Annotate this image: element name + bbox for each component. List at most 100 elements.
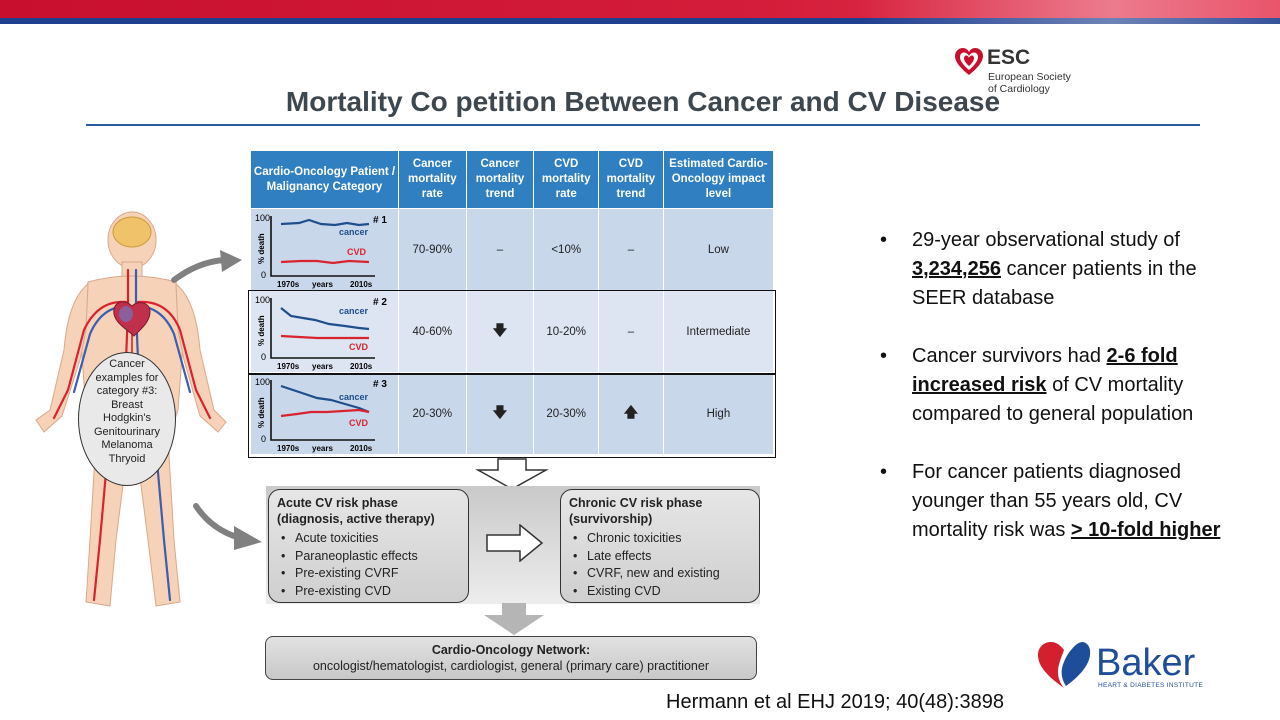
acute-phase-box: Acute CV risk phase (diagnosis, active t… [268,489,469,603]
list-item: Paraneoplastic effects [277,548,460,566]
bullet-item: • 29-year observational study of 3,234,2… [880,226,1240,313]
baker-logo-name: Baker [1096,642,1196,684]
mini-category-label: # 1 [373,215,387,226]
bullet-dot-icon: • [880,345,888,367]
esc-heart-icon [955,48,983,75]
category-chart-cell: 100 0 % death cancer CVD # 3 1970s years… [250,372,399,455]
list-item: Pre-existing CVD [277,583,460,601]
arrow-down-icon: 🡇 [492,403,508,420]
list-item: CVRF, new and existing [569,565,751,583]
category-chart-cell: 100 0 % death cancer CVD # 2 1970s years… [250,290,399,373]
cancer-examples-line1: Cancer [109,358,145,370]
mini-cancer-label: cancer [339,306,369,316]
mini-y-label: % death [257,233,266,264]
mini-y-label: % death [257,315,266,346]
header-impact: Estimated Cardio-Oncology impact level [662,150,775,209]
header-cvd-rate: CVD mortality rate [533,150,600,209]
cancer-examples-line3: category #3: [96,385,158,397]
bullet-text: 29-year observational study of [912,229,1180,251]
cancer-example-item: Thryoid [108,452,146,465]
right-arrow-outline-icon [486,524,544,562]
chronic-phase-box: Chronic CV risk phase (survivorship) Chr… [560,489,760,603]
bullet-text: of CV mortality compared to general popu… [912,374,1194,425]
mini-category-label: # 2 [373,297,387,308]
list-item: Pre-existing CVRF [277,565,460,583]
network-title: Cardio-Oncology Network: [431,643,591,657]
header-cvd-trend: CVD mortality trend [598,150,664,209]
baker-logo-subtitle: HEART & DIABETES INSTITUTE [1098,682,1204,689]
mini-cvd-label: CVD [349,342,369,352]
title-rule [86,124,1200,126]
mini-cvd-label: CVD [347,247,367,257]
mini-cvd-label: CVD [349,418,369,428]
curved-arrow-upper-icon [171,250,242,283]
acute-phase-title-line2: (diagnosis, active therapy) [277,512,435,526]
cell-cancer-rate: 70-90% [398,208,467,291]
esc-logo-name: ESC [987,46,1031,69]
mini-x-start: 1970s [277,280,300,289]
citation: Hermann et al EHJ 2019; 40(48):3898 [666,691,1004,713]
cancer-example-item: Genitourinary [93,425,161,438]
cell-impact: Intermediate [662,290,775,373]
cell-cancer-rate: 20-30% [398,372,467,455]
acute-phase-title-line1: Acute CV risk phase [277,496,398,510]
cell-impact: Low [662,208,775,291]
slide-title: Mortality Co petition Between Cancer and… [285,86,1001,117]
cell-cancer-rate: 40-60% [398,290,467,373]
top-banner [0,0,1280,22]
mini-x-start: 1970s [277,362,300,371]
cancer-example-item: Melanoma [101,439,153,451]
bullet-emphasis: 3,234,256 [912,258,1001,280]
category-chart-cell: 100 0 % death cancer CVD # 1 1970s years… [250,208,399,291]
cell-cvd-rate: 10-20% [533,290,600,373]
bullet-item: • Cancer survivors had 2-6 fold increase… [880,342,1240,429]
mini-y-label: % death [257,397,266,428]
arrow-down-icon: 🡇 [492,321,508,338]
cell-cancer-trend: 🡇 [465,290,535,373]
table-row: 100 0 % death cancer CVD # 1 1970s years… [250,208,775,291]
acute-phase-list: Acute toxicities Paraneoplastic effects … [277,530,460,600]
mini-cancer-label: cancer [339,227,369,237]
mini-y-bottom: 0 [261,352,266,362]
mini-chart-1: 100 0 % death cancer CVD # 1 1970s years… [255,213,387,289]
chronic-phase-title-line2: (survivorship) [569,512,653,526]
table-row: 100 0 % death cancer CVD # 2 1970s years… [250,290,775,373]
esc-logo-subtitle: European Society of Cardiology [988,71,1088,95]
mini-y-top: 100 [255,213,270,223]
mini-x-start: 1970s [277,444,300,453]
header-cancer-trend: Cancer mortality trend [465,150,535,209]
mini-y-top: 100 [255,295,270,305]
header-cancer-rate: Cancer mortality rate [398,150,467,209]
bullet-text: For cancer patients diagnosed younger th… [912,461,1183,541]
mini-chart-2: 100 0 % death cancer CVD # 2 1970s years… [255,295,387,371]
mini-x-end: 2010s [350,280,373,289]
mini-x-end: 2010s [350,444,373,453]
baker-logo: Baker HEART & DIABETES INSTITUTE [1036,640,1206,696]
top-banner-decoration [860,0,1280,24]
bullet-item: • For cancer patients diagnosed younger … [880,458,1240,545]
esc-logo-line1: European Society [988,71,1071,83]
key-findings-list: • 29-year observational study of 3,234,2… [880,226,1240,574]
mini-cancer-label: cancer [339,392,369,402]
chronic-phase-title: Chronic CV risk phase (survivorship) [569,495,751,527]
bullet-text: cancer patients in the SEER database [912,258,1197,309]
mini-category-label: # 3 [373,379,387,390]
list-item: Acute toxicities [277,530,460,548]
cell-cancer-trend: – [465,208,535,291]
bullet-dot-icon: • [880,461,888,483]
bullet-emphasis: 2-6 fold increased risk [912,345,1178,396]
cell-cvd-trend: – [598,290,664,373]
mini-y-bottom: 0 [261,270,266,280]
mini-x-mid: years [312,362,333,371]
arrow-up-icon: 🡅 [623,403,639,420]
cell-cvd-trend: – [598,208,664,291]
baker-heart-icon [1038,642,1091,688]
mini-x-end: 2010s [350,362,373,371]
acute-phase-title: Acute CV risk phase (diagnosis, active t… [277,495,460,527]
table-header-row: Cardio-Oncology Patient / Malignancy Cat… [250,150,775,209]
mini-y-top: 100 [255,377,270,387]
cancer-example-item: Breast [111,398,143,411]
network-subtitle: oncologist/hematologist, cardiologist, g… [312,659,709,673]
esc-logo-line2: of Cardiology [988,83,1050,95]
mini-y-bottom: 0 [261,434,266,444]
